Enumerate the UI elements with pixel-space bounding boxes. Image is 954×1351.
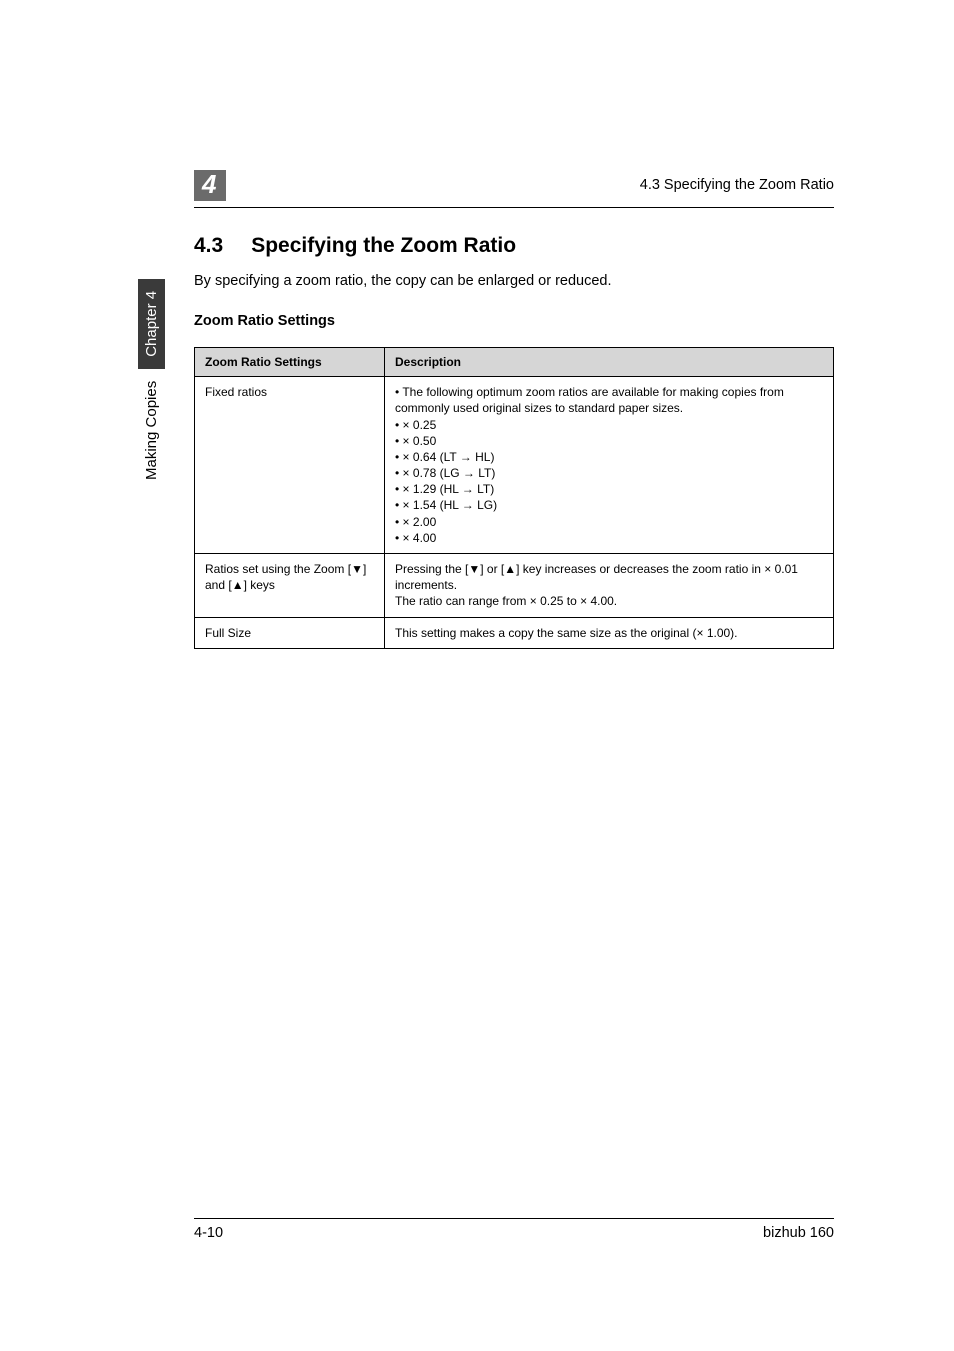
row2-label: Ratios set using the Zoom [▼] and [▲] ke… bbox=[195, 554, 385, 618]
bullet-item: × 1.54 (HL → LG) bbox=[395, 497, 823, 513]
bullet-item: × 0.25 bbox=[395, 417, 823, 433]
section-heading: 4.3 Specifying the Zoom Ratio bbox=[194, 234, 834, 258]
row3-desc: This setting makes a copy the same size … bbox=[385, 617, 834, 648]
col-header-right: Description bbox=[385, 348, 834, 377]
footer-page-number: 4-10 bbox=[194, 1225, 223, 1241]
row2-line1: Pressing the [▼] or [▲] key increases or… bbox=[395, 562, 798, 592]
section-intro: By specifying a zoom ratio, the copy can… bbox=[194, 272, 834, 292]
chapter-number-badge: 4 bbox=[194, 170, 226, 201]
row1-desc: The following optimum zoom ratios are av… bbox=[385, 377, 834, 554]
bullet-item: × 0.64 (LT → HL) bbox=[395, 449, 823, 465]
side-tab-chapter: Chapter 4 bbox=[138, 279, 165, 369]
bullet-item: × 2.00 bbox=[395, 514, 823, 530]
table-row: Fixed ratios The following optimum zoom … bbox=[195, 377, 834, 554]
col-header-left: Zoom Ratio Settings bbox=[195, 348, 385, 377]
zoom-ratio-table: Zoom Ratio Settings Description Fixed ra… bbox=[194, 347, 834, 649]
section-title: Specifying the Zoom Ratio bbox=[251, 234, 516, 258]
row2-desc: Pressing the [▼] or [▲] key increases or… bbox=[385, 554, 834, 618]
row2-line2: The ratio can range from × 0.25 to × 4.0… bbox=[395, 594, 617, 608]
side-tab: Making Copies Chapter 4 bbox=[138, 279, 165, 480]
table-header-row: Zoom Ratio Settings Description bbox=[195, 348, 834, 377]
page-header: 4 4.3 Specifying the Zoom Ratio bbox=[194, 170, 834, 208]
bullet-item: The following optimum zoom ratios are av… bbox=[395, 384, 823, 416]
bullet-item: × 4.00 bbox=[395, 530, 823, 546]
side-tab-section: Making Copies bbox=[143, 369, 160, 480]
bullet-item: × 0.50 bbox=[395, 433, 823, 449]
table-row: Full Size This setting makes a copy the … bbox=[195, 617, 834, 648]
section-number: 4.3 bbox=[194, 234, 223, 258]
footer-product: bizhub 160 bbox=[763, 1225, 834, 1241]
row1-label: Fixed ratios bbox=[195, 377, 385, 554]
table-subhead: Zoom Ratio Settings bbox=[194, 313, 834, 329]
header-breadcrumb: 4.3 Specifying the Zoom Ratio bbox=[640, 177, 834, 193]
page-footer: 4-10 bizhub 160 bbox=[194, 1218, 834, 1241]
table-row: Ratios set using the Zoom [▼] and [▲] ke… bbox=[195, 554, 834, 618]
row3-label: Full Size bbox=[195, 617, 385, 648]
bullet-item: × 1.29 (HL → LT) bbox=[395, 481, 823, 497]
bullet-item: × 0.78 (LG → LT) bbox=[395, 465, 823, 481]
